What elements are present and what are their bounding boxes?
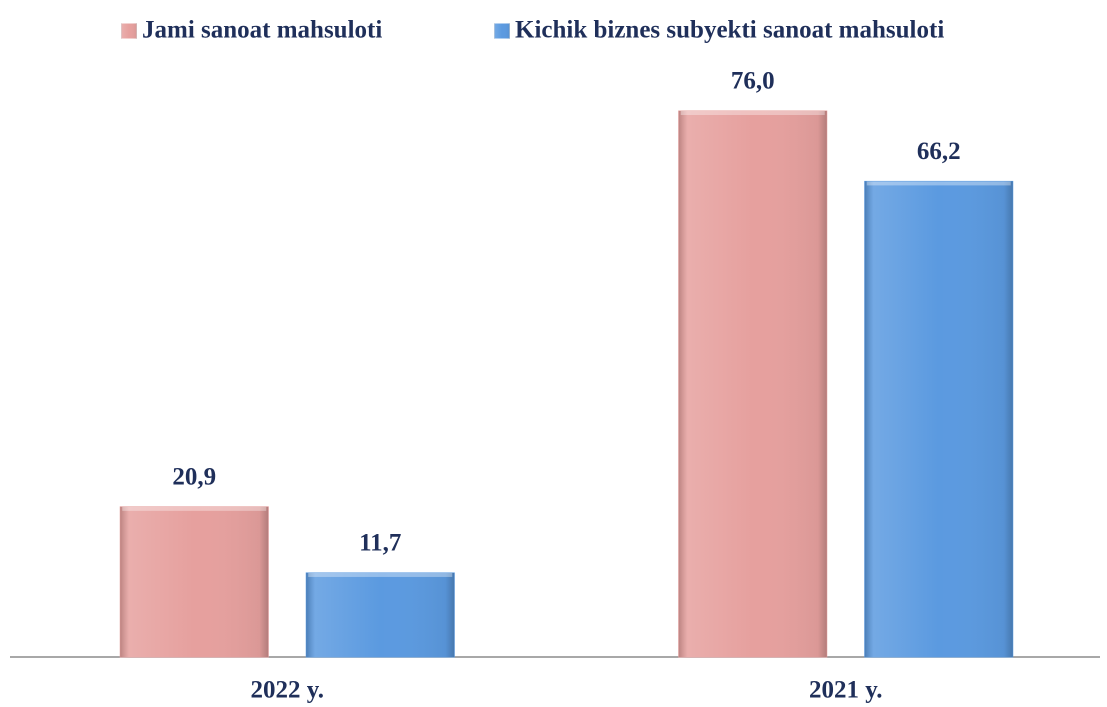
legend-label: Kichik biznes subyekti sanoat mahsuloti <box>515 17 944 44</box>
bar-shade <box>306 572 455 657</box>
bar-shade <box>678 111 827 657</box>
bar-shade <box>864 181 1013 657</box>
bar-top-highlight <box>122 506 267 511</box>
bar-top-highlight <box>866 181 1011 186</box>
value-label: 66,2 <box>917 138 961 165</box>
value-label: 11,7 <box>359 530 401 557</box>
x-tick-label: 2022 y. <box>250 677 324 704</box>
value-label: 76,0 <box>731 68 775 95</box>
bar-top-highlight <box>308 572 453 577</box>
value-label: 20,9 <box>172 464 216 491</box>
bar-shade <box>120 506 269 657</box>
x-tick-label: 2021 y. <box>809 677 883 704</box>
legend-marker-shade <box>494 23 510 39</box>
legend-marker-shade <box>121 23 137 39</box>
bar-top-highlight <box>680 111 825 115</box>
legend-label: Jami sanoat mahsuloti <box>142 17 382 44</box>
